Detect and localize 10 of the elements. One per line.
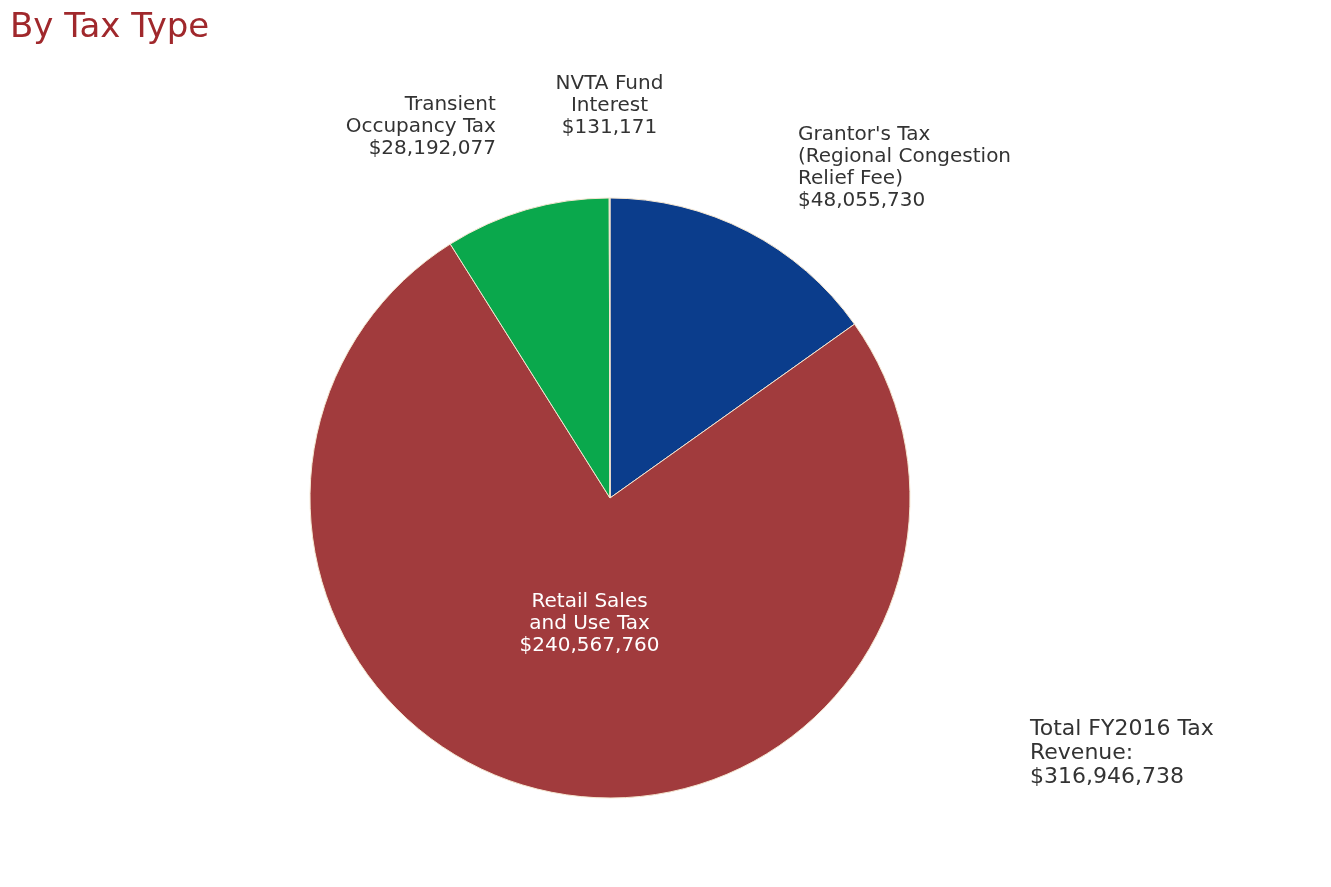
- data-label: $240,567,760: [519, 632, 660, 656]
- slice-label: NVTA Fund Interest: [555, 70, 664, 116]
- chart-title: By Tax Type: [10, 5, 210, 45]
- data-label: $131,171: [561, 114, 658, 138]
- data-label: $28,192,077: [368, 135, 496, 160]
- slice-label: Transient Occupancy Tax: [345, 91, 497, 138]
- data-label: $48,055,730: [797, 186, 926, 211]
- text: Total FY2016 Tax Revenue: $316,946,738: [1029, 715, 1214, 788]
- slice-label: Grantor's Tax (Regional Congestion Relief Fee): [797, 120, 1012, 189]
- slice-label: Retail Sales and Use Tax: [529, 588, 651, 634]
